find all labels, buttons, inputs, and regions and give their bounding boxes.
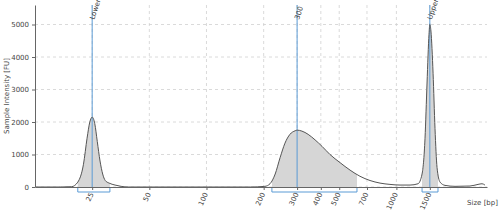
x-grid-line	[339, 5, 340, 187]
y-tick-mark	[32, 155, 35, 156]
region-area	[272, 25, 357, 188]
peak-line	[297, 5, 298, 187]
x-tick: 300	[288, 187, 301, 207]
x-tick-mark	[92, 187, 93, 190]
x-tick: 25	[85, 187, 96, 203]
y-grid-line	[35, 24, 487, 25]
x-tick-mark	[321, 187, 322, 190]
y-grid-line	[35, 154, 487, 155]
y-tick-mark	[32, 25, 35, 26]
y-tick-mark	[32, 57, 35, 58]
x-tick: 100	[197, 187, 210, 207]
x-grid-line	[366, 5, 367, 187]
trace-line	[35, 25, 485, 188]
x-grid-line	[297, 5, 298, 187]
x-tick: 1000	[385, 187, 400, 210]
y-tick: 2000	[11, 119, 35, 127]
y-tick: 5000	[11, 21, 35, 29]
y-tick-label: 4000	[11, 54, 29, 62]
x-tick-label: 500	[330, 191, 343, 207]
y-tick: 1000	[11, 151, 35, 159]
x-tick-label: 700	[358, 191, 371, 207]
x-tick-mark	[149, 187, 150, 190]
peak-label: 300	[293, 5, 305, 20]
x-tick: 200	[254, 187, 267, 207]
peak-label: Upper	[426, 0, 440, 21]
x-tick: 400	[311, 187, 324, 207]
y-tick-label: 0	[25, 184, 29, 192]
region-area	[78, 25, 110, 188]
x-tick-label: 300	[288, 191, 301, 207]
y-axis: 0 1000 2000 3000 4000 5000	[11, 6, 35, 192]
x-axis-title: Size [bp]	[467, 199, 498, 207]
y-tick: 4000	[11, 54, 35, 62]
plot-area	[35, 5, 485, 187]
x-grid-line	[263, 5, 264, 187]
x-tick: 50	[142, 187, 153, 203]
x-tick-label: 400	[311, 191, 324, 207]
y-grid-line	[35, 57, 487, 58]
y-tick-label: 1000	[11, 151, 29, 159]
x-tick-label: 1000	[385, 191, 400, 210]
x-tick-mark	[297, 187, 298, 190]
chart-svg: 25 50 100 200 300 400 500 700 1000 1500 0 1000 2000 3…	[0, 0, 500, 210]
x-grid-line	[396, 5, 397, 187]
x-tick: 500	[330, 187, 343, 207]
y-axis-title: Sample Intensity [FU]	[3, 58, 11, 134]
y-grid-line	[35, 122, 487, 123]
peak-label: Lower	[88, 0, 102, 21]
x-tick-label: 50	[142, 191, 153, 202]
x-tick-mark	[430, 187, 431, 190]
peak-line	[92, 5, 93, 187]
region-group	[78, 25, 110, 188]
x-tick-label: 1500	[419, 191, 434, 210]
x-tick-mark	[339, 187, 340, 190]
y-tick-label: 2000	[11, 119, 29, 127]
x-axis: 25 50 100 200 300 400 500 700 1000 1500	[36, 187, 488, 210]
x-grid-line	[206, 5, 207, 187]
x-tick-label: 100	[197, 191, 210, 207]
y-tick-label: 3000	[11, 86, 29, 94]
x-grid-line	[92, 5, 93, 187]
x-tick-mark	[396, 187, 397, 190]
x-axis-line	[36, 187, 488, 188]
grid	[35, 5, 487, 187]
y-tick-label: 5000	[11, 21, 29, 29]
region-group	[272, 25, 357, 188]
y-tick-mark	[32, 90, 35, 91]
x-grid-line	[149, 5, 150, 187]
x-tick-mark	[367, 187, 368, 190]
y-tick: 3000	[11, 86, 35, 94]
y-grid-line	[35, 89, 487, 90]
y-tick-mark	[32, 187, 35, 188]
x-tick-mark	[264, 187, 265, 190]
x-tick: 700	[358, 187, 371, 207]
x-tick: 1500	[419, 187, 434, 210]
x-tick-label: 200	[254, 191, 267, 207]
y-tick-mark	[32, 122, 35, 123]
x-tick-mark	[206, 187, 207, 190]
y-tick: 0	[25, 184, 35, 192]
x-tick-label: 25	[85, 191, 96, 202]
y-axis-line	[35, 6, 36, 188]
chart-container: 25 50 100 200 300 400 500 700 1000 1500 0 1000 2000 3…	[0, 0, 500, 210]
